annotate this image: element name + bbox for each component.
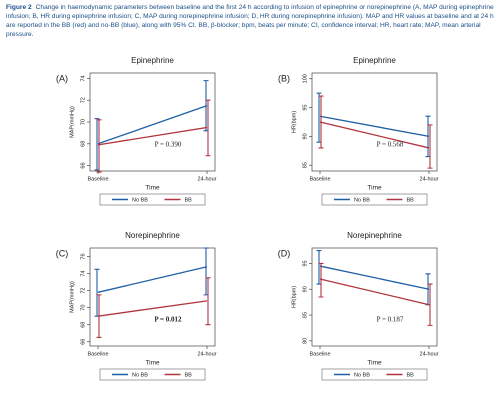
series-line xyxy=(97,126,208,146)
y-tick-label: 68 xyxy=(80,141,86,147)
y-tick-label: 95 xyxy=(302,260,308,266)
legend-label: BB xyxy=(407,197,415,203)
y-tick-label: 95 xyxy=(302,105,308,111)
series-line xyxy=(319,121,430,149)
plot-frame xyxy=(89,72,216,172)
error-bar xyxy=(205,277,211,326)
x-tick-label: Baseline xyxy=(87,351,108,357)
x-tick-label: 24-hour xyxy=(420,176,439,182)
caption: Figure 2 Change in haemodynamic parameter… xyxy=(6,3,494,39)
x-tick-label: 24-hour xyxy=(198,351,217,357)
plot-frame xyxy=(311,247,438,347)
series-line xyxy=(97,266,208,293)
x-tick-label: Baseline xyxy=(309,176,330,182)
plot-frame xyxy=(89,247,216,347)
y-tick-label: 74 xyxy=(80,75,86,81)
y-axis-label: HR(bpm) xyxy=(291,286,297,308)
y-tick-label: 100 xyxy=(302,74,308,83)
x-axis-label: Time xyxy=(145,185,160,192)
error-bar xyxy=(205,99,211,157)
legend-label: BB xyxy=(407,372,415,378)
y-tick-label: 68 xyxy=(80,322,86,328)
error-bar xyxy=(96,294,102,339)
p-value: P = 0.012 xyxy=(154,316,182,324)
panel-label: (B) xyxy=(278,73,290,83)
y-tick-label: 74 xyxy=(80,271,86,277)
x-tick-label: Baseline xyxy=(87,176,108,182)
x-tick-label: 24-hour xyxy=(420,351,439,357)
legend-box xyxy=(321,368,428,381)
y-axis-label: MAP(mmHg) xyxy=(69,281,75,313)
y-tick-label: 70 xyxy=(80,119,86,125)
y-tick-label: 85 xyxy=(302,312,308,318)
y-tick-label: 66 xyxy=(80,162,86,168)
y-tick-label: 72 xyxy=(80,97,86,103)
y-tick-label: 90 xyxy=(302,133,308,139)
x-tick-label: Baseline xyxy=(309,351,330,357)
y-tick-label: 72 xyxy=(80,288,86,294)
x-tick-label: 24-hour xyxy=(198,176,217,182)
error-bar xyxy=(318,95,324,149)
series-line xyxy=(319,115,430,138)
y-tick-label: 90 xyxy=(302,286,308,292)
series-line xyxy=(97,105,208,145)
legend-label: No BB xyxy=(354,197,370,203)
legend-label: BB xyxy=(185,372,193,378)
p-value: P = 0.568 xyxy=(377,141,404,149)
chart-title: Epinephrine xyxy=(131,56,174,65)
caption-text: Change in haemodynamic parameters betwee… xyxy=(6,4,494,38)
series-line xyxy=(319,278,430,306)
panel-label: (A) xyxy=(56,73,68,83)
y-tick-label: 80 xyxy=(302,338,308,344)
legend-label: No BB xyxy=(132,197,148,203)
panel-label: (D) xyxy=(278,248,291,258)
legend-label: BB xyxy=(185,197,193,203)
y-tick-label: 85 xyxy=(302,162,308,168)
legend-box xyxy=(99,368,206,381)
y-axis-label: HR(bpm) xyxy=(291,111,297,133)
error-bar xyxy=(96,119,102,173)
legend-label: No BB xyxy=(354,372,370,378)
error-bar xyxy=(427,283,433,326)
charts: Epinephrine (A) MAP(mmHg) 66 68 70 72 74 Baselin… xyxy=(56,56,439,381)
panel-label: (C) xyxy=(56,248,69,258)
chart-title: Norepinephrine xyxy=(125,231,180,240)
y-tick-label: 66 xyxy=(80,339,86,345)
p-value: P = 0.187 xyxy=(377,316,404,324)
p-value: P = 0.390 xyxy=(155,141,182,149)
y-tick-label: 70 xyxy=(80,305,86,311)
caption-label: Figure 2 xyxy=(6,4,32,11)
chart-title: Epinephrine xyxy=(353,56,396,65)
error-bar xyxy=(318,262,324,298)
legend-label: No BB xyxy=(132,372,148,378)
y-axis-label: MAP(mmHg) xyxy=(69,106,75,138)
chart-title: Norepinephrine xyxy=(347,231,402,240)
x-axis-label: Time xyxy=(145,360,160,367)
series-line xyxy=(97,300,208,317)
legend-box xyxy=(321,193,428,206)
y-tick-label: 76 xyxy=(80,253,86,259)
plot-frame xyxy=(311,72,438,172)
x-axis-label: Time xyxy=(367,185,382,192)
legend-box xyxy=(99,193,206,206)
x-axis-label: Time xyxy=(367,360,382,367)
series-line xyxy=(319,265,430,290)
error-bar xyxy=(427,124,433,169)
